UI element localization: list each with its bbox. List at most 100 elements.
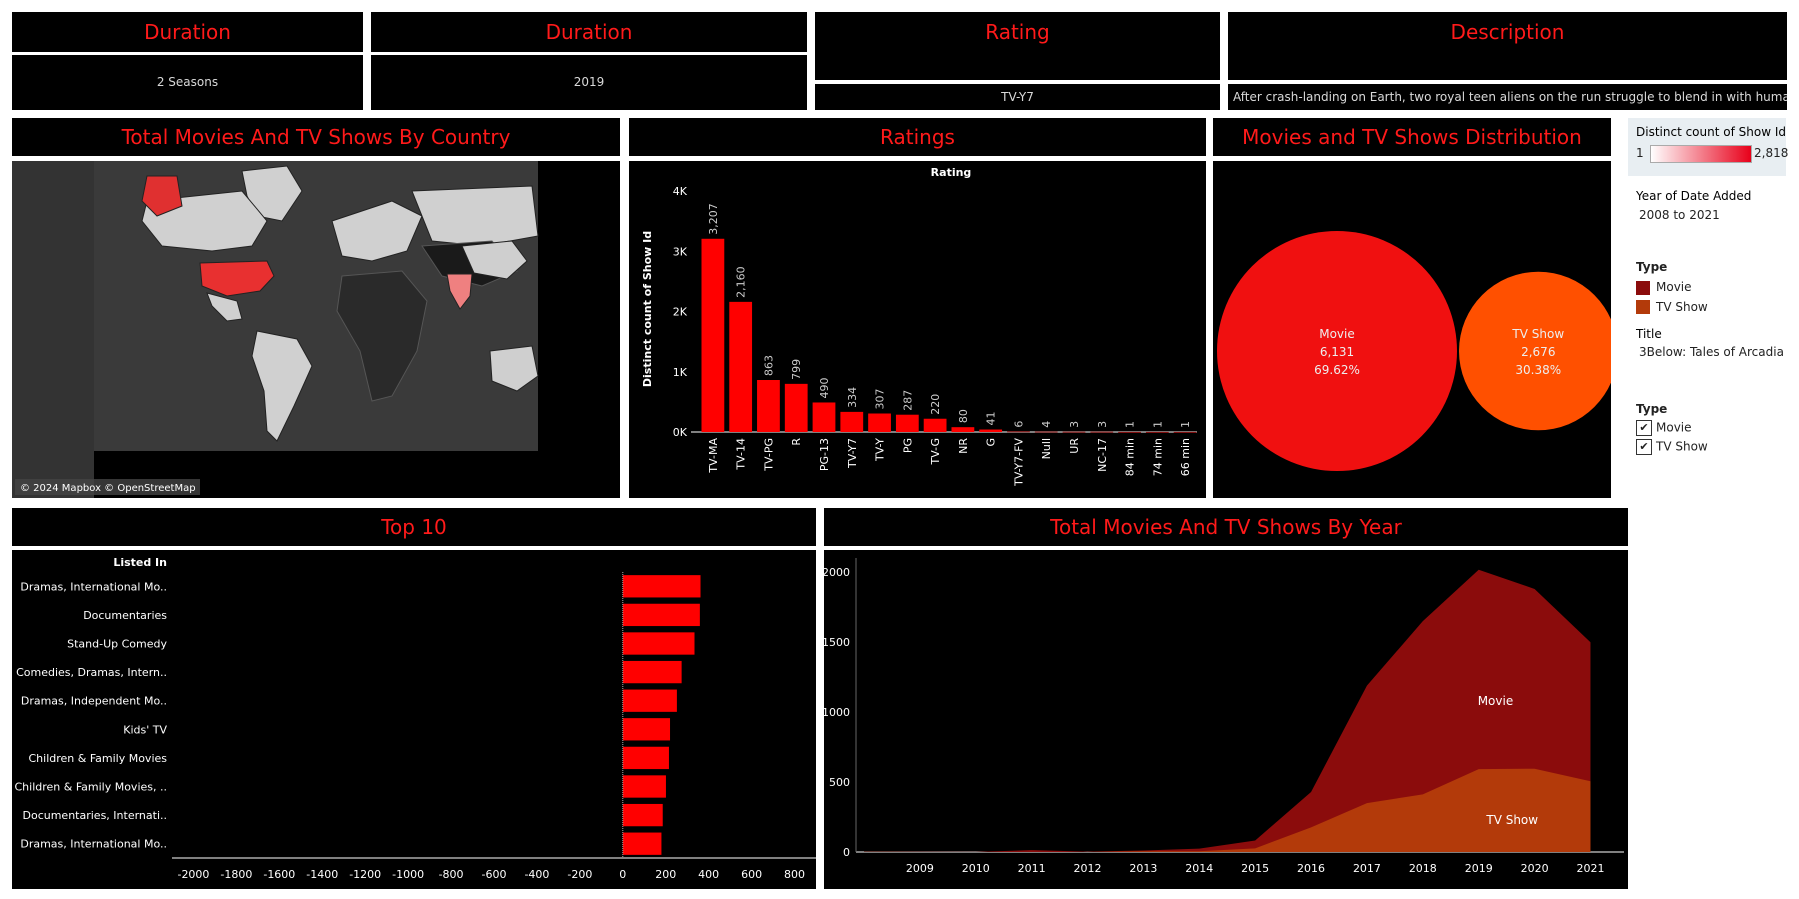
top10-bar[interactable]	[622, 660, 682, 684]
ratings-category-label: TV-G	[929, 438, 942, 466]
duration2-title: Duration	[545, 20, 633, 44]
type-filter: Type ✔ Movie ✔ TV Show	[1636, 402, 1708, 455]
top10-bar[interactable]	[622, 689, 677, 712]
distribution-chart[interactable]: Movie 6,131 69.62% TV Show 2,676 30.38%	[1213, 161, 1618, 498]
top10-bar[interactable]	[622, 603, 700, 627]
year-x-tick: 2017	[1353, 862, 1381, 875]
ratings-bar[interactable]	[895, 414, 919, 432]
title-filter[interactable]: Title 3Below: Tales of Arcadia	[1636, 327, 1784, 359]
tvshow-checkbox[interactable]: ✔	[1636, 439, 1652, 455]
ratings-bar-label: 4	[1040, 421, 1053, 428]
type-filter-tvshow-label: TV Show	[1656, 439, 1708, 454]
ratings-category-label: PG-13	[818, 438, 831, 471]
year-x-tick: 2015	[1241, 862, 1269, 875]
year-x-tick: 2009	[906, 862, 934, 875]
top10-bar[interactable]	[622, 746, 669, 770]
movie-swatch	[1636, 280, 1650, 295]
ratings-bar[interactable]	[1173, 431, 1197, 433]
ratings-bar[interactable]	[868, 413, 891, 432]
type-filter-tvshow[interactable]: ✔ TV Show	[1636, 439, 1708, 455]
ratings-bar[interactable]	[1145, 431, 1169, 433]
distinct-max: 2,818	[1754, 146, 1789, 160]
year-x-tick: 2014	[1185, 862, 1213, 875]
ratings-title-card: Ratings	[629, 118, 1206, 156]
ratings-bar-label: 1	[1151, 421, 1164, 428]
ratings-bar[interactable]	[1062, 431, 1086, 433]
ratings-bar[interactable]	[729, 301, 753, 432]
year-x-tick: 2013	[1129, 862, 1157, 875]
ratings-bar[interactable]	[701, 238, 725, 432]
year-filter[interactable]: Year of Date Added 2008 to 2021	[1636, 189, 1751, 222]
movie-checkbox[interactable]: ✔	[1636, 420, 1652, 436]
tvshow-area[interactable]	[864, 768, 1591, 852]
top10-bar[interactable]	[622, 632, 695, 655]
top10-x-tick: -1600	[263, 868, 295, 881]
map-panel[interactable]: © 2024 Mapbox © OpenStreetMap	[12, 161, 620, 498]
title-filter-value: 3Below: Tales of Arcadia	[1639, 345, 1784, 359]
duration-title-card: Duration	[12, 12, 363, 52]
ratings-category-label: PG	[901, 438, 914, 453]
ratings-y-tick: 4K	[673, 185, 688, 198]
top10-bar[interactable]	[622, 718, 671, 741]
description-title: Description	[1450, 20, 1565, 44]
rating-title-card: Rating	[815, 12, 1220, 80]
ratings-bar-label: 6	[1012, 421, 1025, 428]
type-filter-movie[interactable]: ✔ Movie	[1636, 420, 1708, 436]
ratings-bar[interactable]	[979, 429, 1003, 432]
ratings-bar[interactable]	[840, 411, 864, 432]
ratings-bar-label: 1	[1124, 421, 1137, 428]
distribution-bubble-value: 6,131	[1320, 345, 1354, 359]
ratings-bar[interactable]	[923, 418, 947, 432]
distribution-bubble-label: Movie	[1319, 327, 1355, 341]
ratings-category-label: 84 min	[1124, 438, 1137, 476]
year-x-tick: 2011	[1018, 862, 1046, 875]
ratings-category-label: TV-Y	[874, 438, 887, 462]
distribution-bubble[interactable]	[1459, 271, 1618, 431]
distribution-title: Movies and TV Shows Distribution	[1242, 125, 1582, 149]
ratings-category-label: UR	[1068, 438, 1081, 454]
type-legend-movie[interactable]: Movie	[1636, 280, 1708, 295]
distribution-bubble[interactable]	[1217, 231, 1457, 471]
ratings-bar[interactable]	[757, 380, 780, 432]
year-x-tick: 2010	[962, 862, 990, 875]
world-map[interactable]: © 2024 Mapbox © OpenStreetMap	[12, 161, 620, 498]
top10-category-label: Children & Family Movies, ..	[14, 781, 167, 794]
ratings-bar-label: 80	[957, 409, 970, 423]
top10-category-label: Dramas, International Mo..	[20, 838, 167, 851]
ratings-bar[interactable]	[1034, 431, 1058, 433]
top10-bar[interactable]	[622, 832, 662, 855]
duration2-value: 2019	[573, 75, 605, 89]
ratings-category-label: 66 min	[1179, 438, 1192, 476]
ratings-chart[interactable]: Rating Distinct count of Show Id 0K 1K 2K 3…	[629, 161, 1206, 498]
top10-x-tick: 400	[698, 868, 719, 881]
top10-bar[interactable]	[622, 803, 663, 827]
ratings-bar[interactable]	[1118, 431, 1141, 433]
ratings-bar[interactable]	[784, 383, 808, 432]
ratings-category-label: Null	[1040, 438, 1053, 459]
ratings-bar[interactable]	[1090, 431, 1114, 433]
ratings-bar-label: 490	[818, 377, 831, 398]
ratings-y-tick: 0K	[673, 426, 688, 439]
color-legend: Distinct count of Show Id 1 2,818	[1628, 118, 1789, 176]
ratings-bar[interactable]	[812, 402, 836, 432]
year-chart[interactable]: 0 500 1000 1500 2000 2009 2010 2011 2012 2013 2014…	[822, 550, 1628, 889]
top10-bar[interactable]	[622, 575, 701, 598]
movie-area[interactable]	[864, 569, 1591, 852]
top10-bar[interactable]	[622, 775, 666, 798]
ratings-bar[interactable]	[1007, 431, 1030, 433]
distribution-bubble-value: 2,676	[1521, 345, 1555, 359]
tvshow-area-label: TV Show	[1485, 813, 1538, 827]
type-legend-tvshow-label: TV Show	[1656, 299, 1708, 314]
year-y-tick: 1500	[824, 636, 850, 649]
top10-category-label: Stand-Up Comedy	[67, 638, 167, 651]
year-x-tick: 2012	[1074, 862, 1102, 875]
top10-x-tick: 800	[784, 868, 805, 881]
year-y-tick: 0	[843, 846, 850, 859]
top10-chart[interactable]: Listed In Dramas, International Mo.. Docu…	[12, 550, 816, 889]
top10-x-tick: -2000	[177, 868, 209, 881]
distribution-bubble-label: TV Show	[1511, 327, 1564, 341]
type-legend-tvshow[interactable]: TV Show	[1636, 299, 1708, 314]
duration-title: Duration	[144, 20, 231, 44]
ratings-bar[interactable]	[951, 427, 975, 432]
ratings-category-label: G	[985, 438, 998, 447]
